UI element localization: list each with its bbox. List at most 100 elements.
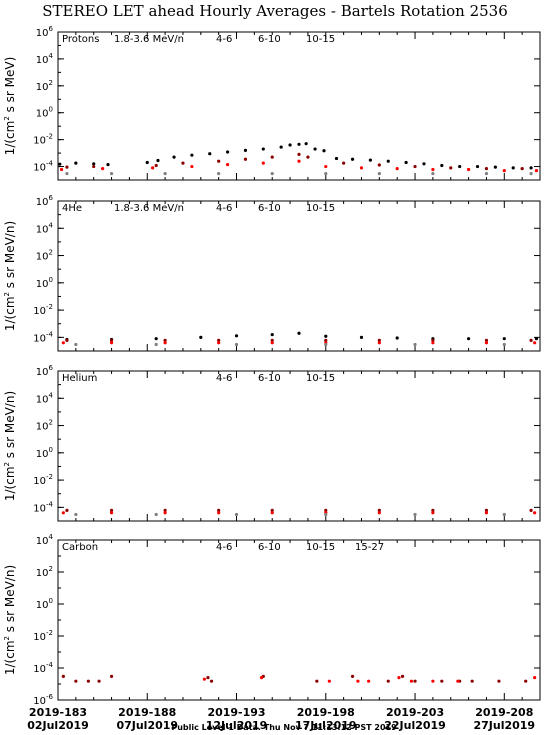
figure-footer: Public Level 1 Data. Thu Nov 7 11:13:12 … xyxy=(171,723,397,732)
data-point xyxy=(163,508,167,512)
x-tick-date-label: 17Jul2019 xyxy=(295,719,357,732)
data-point xyxy=(206,676,210,680)
y-tick-label: 102 xyxy=(36,249,53,263)
y-tick-label: 100 xyxy=(36,597,53,611)
x-tick-label: 2019-188 xyxy=(118,706,176,719)
data-point xyxy=(431,167,435,172)
y-axis-label: 1/(cm2 s sr MeV/n) xyxy=(3,391,17,501)
plot-frame xyxy=(57,200,541,352)
data-point xyxy=(154,163,158,168)
legend-entry: 4-6 xyxy=(216,203,232,214)
data-point xyxy=(288,143,292,147)
data-point xyxy=(61,341,65,345)
data-point xyxy=(109,341,114,345)
data-point xyxy=(413,512,417,517)
data-point xyxy=(217,338,221,342)
data-point xyxy=(270,332,274,337)
data-point xyxy=(431,341,435,345)
data-point xyxy=(431,171,435,176)
data-point xyxy=(217,508,221,512)
plot-frame xyxy=(57,370,541,522)
x-tick-date-label: 02Jul2019 xyxy=(27,719,89,732)
data-point xyxy=(397,676,401,680)
legend-entry: 4-6 xyxy=(216,373,232,384)
data-point xyxy=(101,167,105,171)
legend-entry: 4-6 xyxy=(216,34,232,45)
data-point xyxy=(74,342,78,347)
x-tick-label: 2019-198 xyxy=(297,706,355,719)
data-point xyxy=(377,171,381,176)
data-point xyxy=(334,156,339,161)
data-point xyxy=(324,342,328,347)
data-point xyxy=(297,152,301,156)
data-point xyxy=(163,511,167,515)
data-point xyxy=(86,679,90,683)
data-point xyxy=(324,512,328,517)
y-axis-label: 1/(cm2 s sr MeV/n) xyxy=(3,221,17,331)
data-point xyxy=(327,679,331,683)
data-point xyxy=(377,338,381,342)
data-point xyxy=(466,167,471,172)
data-point xyxy=(431,338,435,342)
data-point xyxy=(413,164,417,169)
data-point xyxy=(484,167,489,171)
data-point xyxy=(163,171,167,176)
x-tick-label: 2019-183 xyxy=(29,706,87,719)
x-tick-label: 2019-193 xyxy=(207,706,265,719)
data-point xyxy=(350,157,355,161)
data-point xyxy=(217,159,221,163)
data-point xyxy=(533,511,537,515)
data-point xyxy=(377,341,381,345)
data-point xyxy=(297,331,301,335)
legend-entry: 6-10 xyxy=(258,542,281,553)
panel-name: Protons xyxy=(62,34,99,45)
data-point xyxy=(502,512,506,517)
y-tick-label: 100 xyxy=(36,276,53,290)
y-tick-label: 102 xyxy=(36,419,53,433)
data-point xyxy=(279,145,283,149)
data-point xyxy=(520,167,524,171)
data-point xyxy=(529,171,533,176)
data-point xyxy=(109,338,114,342)
data-point xyxy=(502,168,506,173)
data-point xyxy=(484,338,489,342)
data-point xyxy=(172,155,176,159)
data-point xyxy=(65,171,69,176)
legend-entry: 10-15 xyxy=(306,373,335,384)
data-point xyxy=(181,161,185,165)
data-point xyxy=(109,508,114,512)
data-point xyxy=(484,508,489,512)
data-point xyxy=(359,166,364,170)
data-point xyxy=(306,155,310,159)
data-point xyxy=(154,342,158,347)
data-point xyxy=(163,338,167,342)
y-axis-label: 1/(cm2 s sr MeV/n) xyxy=(3,565,17,675)
y-tick-label: 10-2 xyxy=(33,133,53,147)
data-point xyxy=(422,162,426,166)
data-point xyxy=(400,674,405,678)
panel-carbon: 10-6 10-4 10-2 100 102 104 1/(cm2 s sr MeV/n) C… xyxy=(3,533,541,707)
y-tick-label: 106 xyxy=(36,194,54,208)
legend-entry: 6-10 xyxy=(258,34,281,45)
data-point xyxy=(413,679,417,683)
data-point xyxy=(524,679,528,683)
data-point xyxy=(234,342,239,347)
data-point xyxy=(377,163,381,167)
legend-entry: 6-10 xyxy=(258,373,281,384)
data-point xyxy=(156,158,160,163)
data-point xyxy=(315,679,319,683)
data-point xyxy=(413,342,417,347)
data-point xyxy=(529,166,533,170)
data-point xyxy=(324,334,328,338)
data-point xyxy=(234,512,239,517)
data-point xyxy=(209,679,214,683)
data-point xyxy=(395,336,399,340)
plot-frame xyxy=(57,539,541,701)
energy-label: 1.8-3.6 MeV/n xyxy=(114,34,184,45)
y-tick-label: 104 xyxy=(36,533,54,547)
x-tick-date-label: 27Jul2019 xyxy=(473,719,535,732)
figure-title: STEREO LET ahead Hourly Averages - Barte… xyxy=(42,2,508,20)
data-point xyxy=(404,160,408,165)
data-point xyxy=(270,508,274,512)
